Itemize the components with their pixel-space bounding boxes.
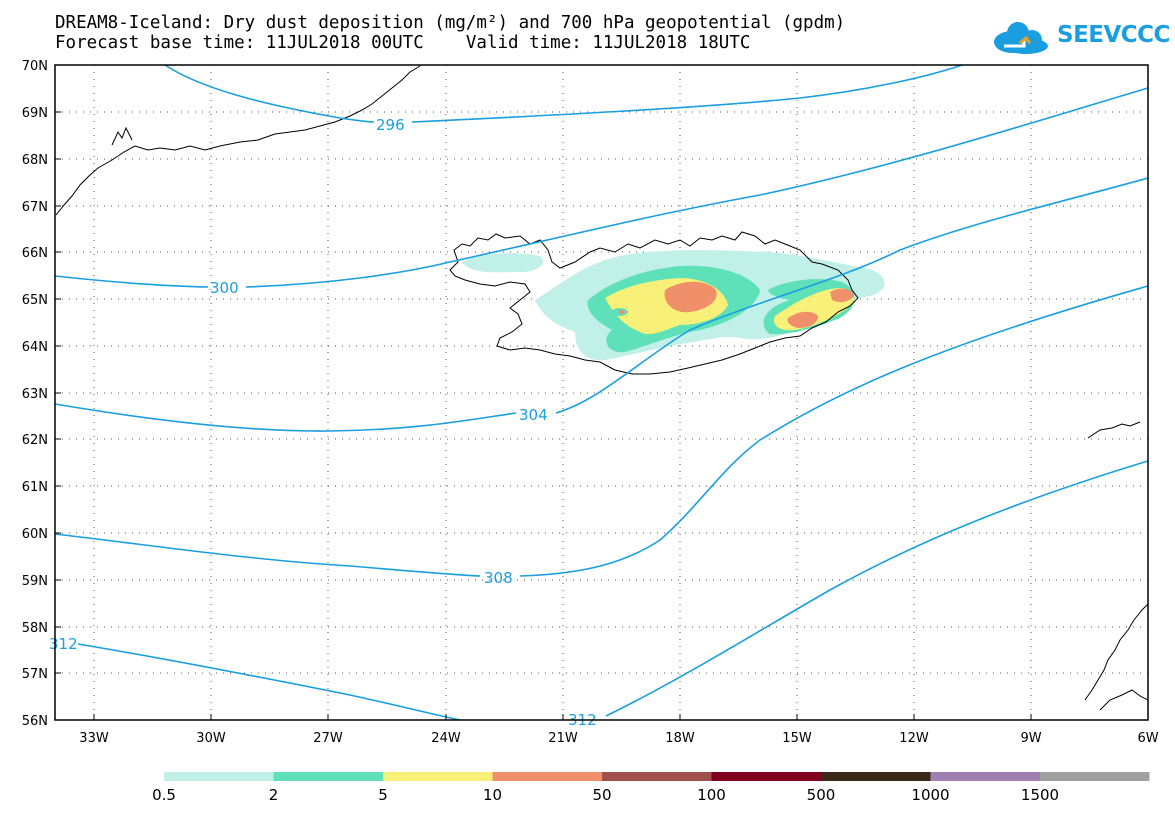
- contour-line: [54, 533, 481, 577]
- tick-marks: [55, 64, 1032, 720]
- lon-tick-label: 27W: [313, 731, 343, 746]
- lat-tick-label: 61N: [22, 480, 48, 495]
- coastlines: [55, 65, 1149, 711]
- lon-tick-label: 9W: [1020, 731, 1041, 746]
- colorbar-segment: [383, 772, 493, 781]
- dust-deposition-fields: [462, 250, 885, 361]
- contour-label: 308: [484, 569, 513, 587]
- scandinavia-coastline: [1084, 603, 1149, 701]
- contour-line: [605, 460, 1149, 717]
- faroe-coastline: [1087, 421, 1141, 439]
- dust-10-region: [664, 281, 717, 313]
- lat-tick-label: 60N: [22, 527, 48, 542]
- lon-tick-label: 6W: [1137, 731, 1158, 746]
- contour-line: [164, 64, 375, 123]
- colorbar-label: 1500: [1021, 786, 1059, 804]
- colorbar-label: 1000: [911, 786, 949, 804]
- dust-10-spot: [619, 310, 625, 314]
- lat-tick-label: 69N: [22, 106, 48, 121]
- lat-tick-label: 56N: [22, 714, 48, 729]
- colorbar-segment: [930, 772, 1040, 781]
- contour-label: 300: [210, 279, 239, 297]
- dust-0.5-region: [462, 253, 544, 273]
- contour-label: 312: [49, 635, 78, 653]
- colorbar-segment: [821, 772, 931, 781]
- lon-tick-label: 24W: [431, 731, 461, 746]
- scandinavia-coastline-detail: [1099, 689, 1149, 711]
- colorbar-label: 2: [269, 786, 279, 804]
- colorbar: 0.5 2 5 10 50 100 500 1000 1500: [152, 772, 1150, 804]
- lat-tick-label: 63N: [22, 387, 48, 402]
- colorbar-label: 100: [697, 786, 726, 804]
- dust-10-region: [830, 288, 854, 303]
- greenland-coastline: [55, 65, 421, 216]
- colorbar-label: 5: [378, 786, 388, 804]
- lat-tick-label: 62N: [22, 433, 48, 448]
- latitude-labels: 70N 69N 68N 67N 66N 65N 64N 63N 62N 61N …: [22, 59, 48, 729]
- contour-label: 296: [376, 116, 405, 134]
- gridlines: [55, 65, 1148, 720]
- cloud-icon: [994, 22, 1048, 54]
- longitude-labels: 33W 30W 27W 24W 21W 18W 15W 12W 9W 6W: [79, 731, 1158, 746]
- colorbar-label: 50: [592, 786, 611, 804]
- chart-title: DREAM8-Iceland: Dry dust deposition (mg/…: [55, 13, 846, 33]
- lon-tick-label: 30W: [196, 731, 226, 746]
- dust-10-region: [787, 311, 818, 328]
- lat-tick-label: 70N: [22, 59, 48, 74]
- colorbar-label: 500: [807, 786, 836, 804]
- lat-tick-label: 58N: [22, 621, 48, 636]
- lon-tick-label: 18W: [665, 731, 695, 746]
- lon-tick-label: 33W: [79, 731, 109, 746]
- colorbar-segment: [711, 772, 821, 781]
- geopotential-contours: [54, 64, 1149, 721]
- colorbar-segment: [273, 772, 383, 781]
- lat-tick-label: 65N: [22, 293, 48, 308]
- lat-tick-label: 59N: [22, 574, 48, 589]
- lon-tick-label: 21W: [548, 731, 578, 746]
- contour-label: 304: [519, 406, 548, 424]
- colorbar-segment: [1040, 772, 1150, 781]
- lat-tick-label: 57N: [22, 667, 48, 682]
- colorbar-segment: [602, 772, 712, 781]
- contour-line: [77, 643, 461, 721]
- contour-line: [555, 177, 1149, 414]
- logo-text: SEEVCCC: [1057, 22, 1170, 48]
- contour-line: [519, 285, 1149, 577]
- lat-tick-label: 66N: [22, 246, 48, 261]
- lat-tick-label: 68N: [22, 153, 48, 168]
- colorbar-segment: [164, 772, 274, 781]
- lon-tick-label: 15W: [782, 731, 812, 746]
- colorbar-label: 0.5: [152, 786, 176, 804]
- chart-subtitle: Forecast base time: 11JUL2018 00UTC Vali…: [55, 33, 751, 53]
- colorbar-label: 10: [483, 786, 502, 804]
- lat-tick-label: 64N: [22, 340, 48, 355]
- contour-line: [54, 275, 209, 288]
- lon-tick-label: 12W: [899, 731, 929, 746]
- iceland-coastline: [449, 231, 859, 375]
- contour-line: [411, 64, 963, 123]
- contour-line: [54, 403, 517, 432]
- colorbar-segment: [492, 772, 602, 781]
- lat-tick-label: 67N: [22, 200, 48, 215]
- greenland-coastline-detail: [111, 126, 133, 146]
- contour-line: [245, 87, 1149, 288]
